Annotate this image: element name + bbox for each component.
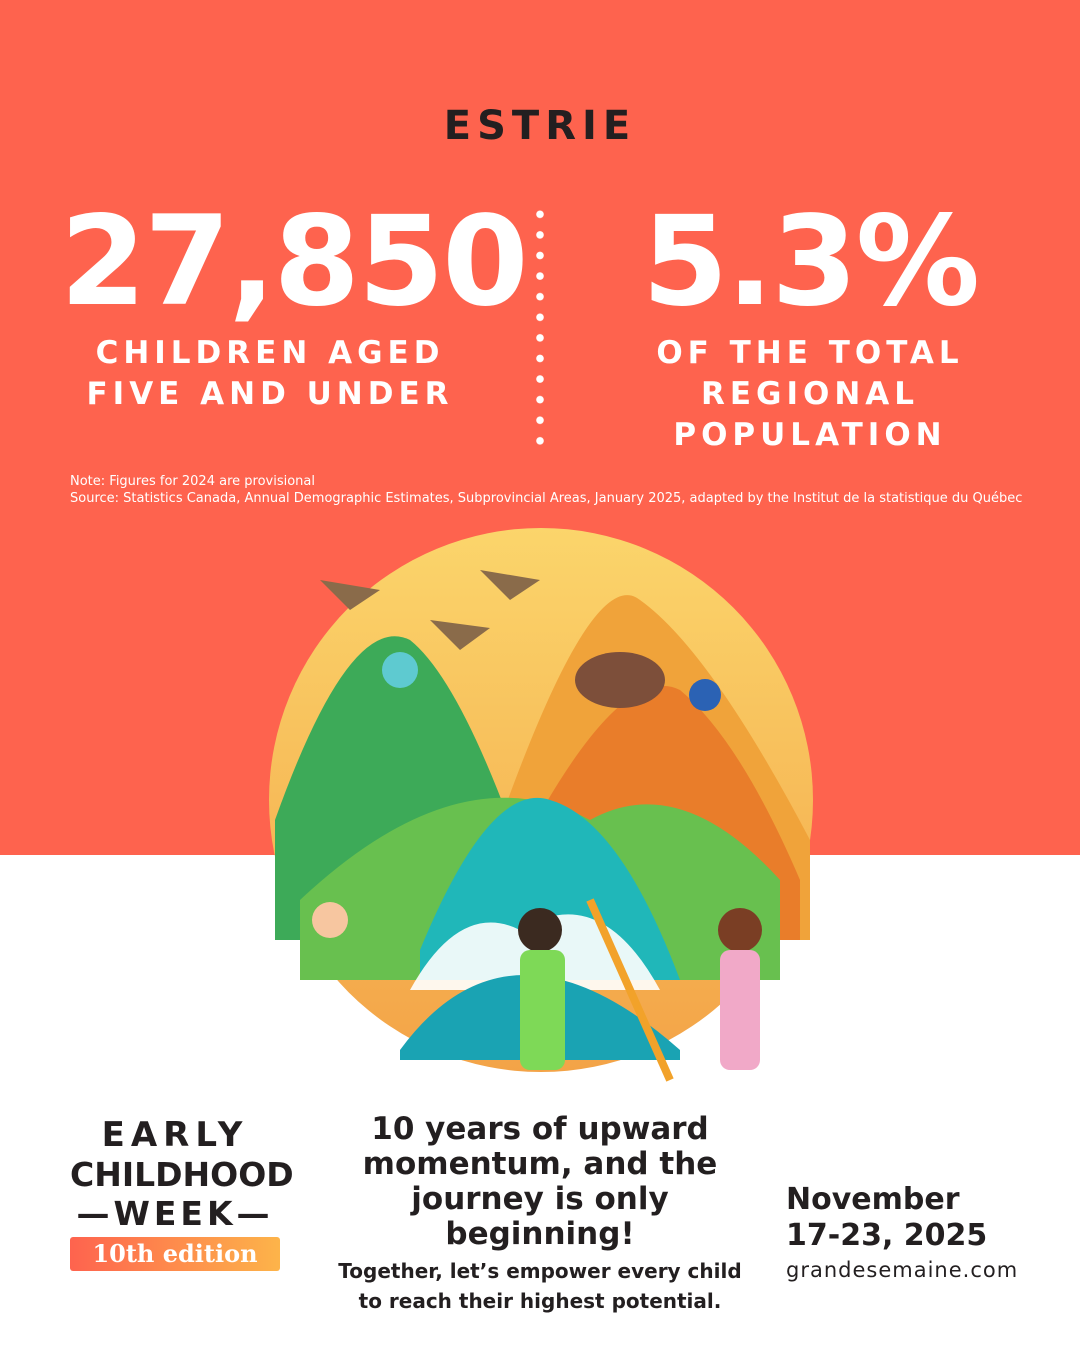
caption-line: POPULATION	[673, 417, 947, 453]
event-date: 17-23, 2025	[786, 1218, 988, 1253]
geese	[320, 570, 540, 650]
caption-line: OF THE TOTAL	[656, 335, 964, 371]
note-text: Note: Figures for 2024 are provisional	[70, 474, 315, 489]
child-figure	[689, 679, 721, 711]
early-childhood-week-logo: EARLY CHILDHOOD —WEEK— 10th edition	[70, 1115, 294, 1271]
website-link[interactable]: grandesemaine.com	[786, 1258, 1019, 1282]
logo-line: CHILDHOOD	[70, 1155, 294, 1194]
caption-line: FIVE AND UNDER	[86, 376, 454, 412]
caption-line: CHILDREN AGED	[95, 335, 445, 371]
subline: Together, let’s empower every child	[338, 1259, 742, 1283]
source-notes: Note: Figures for 2024 are provisional S…	[70, 473, 1022, 507]
ladder	[586, 898, 674, 1082]
child-figure	[382, 652, 418, 688]
event-date: November	[786, 1182, 960, 1217]
event-info: November 17-23, 2025 grandesemaine.com	[786, 1182, 1018, 1282]
child-figure	[518, 908, 562, 952]
population-percent: 5.3%	[642, 190, 980, 334]
child-figure	[720, 950, 760, 1070]
logo-line: EARLY	[101, 1115, 249, 1155]
headline-line: 10 years of upward	[371, 1111, 709, 1147]
caption-line: REGIONAL	[700, 376, 920, 412]
logo-line: —WEEK—	[76, 1194, 274, 1233]
child-figure	[520, 950, 565, 1070]
headline-line: journey is only beginning!	[411, 1181, 669, 1252]
headline-line: momentum, and the	[362, 1146, 718, 1182]
dotted-divider	[536, 204, 544, 456]
children-caption: CHILDREN AGED FIVE AND UNDER	[60, 333, 480, 415]
subline: to reach their highest potential.	[358, 1289, 722, 1313]
children-count: 27,850	[60, 190, 529, 334]
source-text: Source: Statistics Canada, Annual Demogr…	[70, 491, 1023, 506]
mountain-illustration	[269, 528, 813, 1082]
moose	[575, 652, 665, 708]
child-figure	[718, 908, 762, 952]
child-figure	[312, 902, 348, 938]
edition-badge: 10th edition	[70, 1237, 280, 1271]
percent-caption: OF THE TOTAL REGIONAL POPULATION	[600, 333, 1020, 456]
campaign-message: 10 years of upward momentum, and the jou…	[330, 1112, 750, 1316]
region-title: ESTRIE	[443, 103, 637, 149]
